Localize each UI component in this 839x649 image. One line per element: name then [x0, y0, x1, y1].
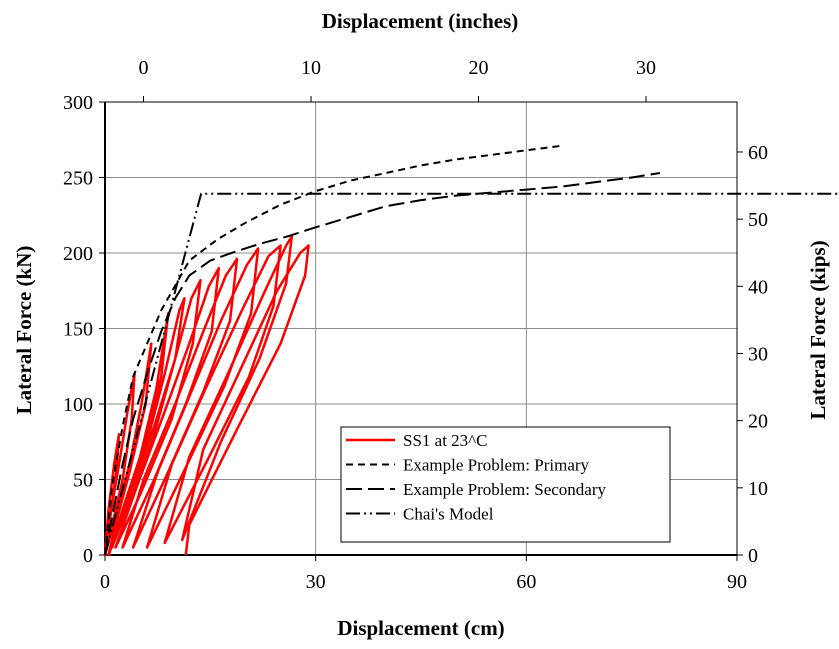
right-tick-label: 30	[748, 343, 768, 365]
left-tick-label: 200	[63, 243, 93, 265]
legend-label: Chai's Model	[403, 505, 494, 524]
top-axis-title: Displacement (inches)	[322, 9, 519, 33]
right-tick-label: 40	[748, 276, 768, 298]
top-tick-label: 30	[636, 57, 656, 79]
right-tick-label: 20	[748, 411, 768, 433]
series-line-1	[103, 235, 310, 557]
series-line-2	[104, 144, 562, 556]
bottom-tick-label: 30	[306, 571, 326, 593]
bottom-tick-label: 90	[727, 571, 747, 593]
top-tick-label: 20	[469, 57, 489, 79]
bottom-tick-label: 60	[516, 571, 536, 593]
legend-label: Example Problem: Primary	[403, 456, 590, 475]
right-tick-label: 0	[748, 545, 758, 567]
left-tick-label: 300	[63, 92, 93, 114]
left-tick-label: 250	[63, 168, 93, 190]
bottom-axis-title: Displacement (cm)	[337, 616, 504, 640]
series-line-3	[104, 172, 660, 556]
left-tick-label: 150	[63, 319, 93, 341]
left-tick-label: 0	[83, 545, 93, 567]
series-line-4	[104, 192, 839, 556]
right-tick-label: 50	[748, 209, 768, 231]
top-tick-label: 10	[301, 57, 321, 79]
right-axis-title: Lateral Force (kips)	[806, 240, 830, 419]
left-axis-title: Lateral Force (kN)	[12, 246, 36, 415]
bottom-tick-label: 0	[100, 571, 110, 593]
legend-box	[340, 426, 671, 543]
right-tick-label: 10	[748, 478, 768, 500]
left-tick-label: 100	[63, 394, 93, 416]
top-tick-label: 0	[139, 57, 149, 79]
legend-label: Example Problem: Secondary	[403, 480, 607, 499]
right-tick-label: 60	[748, 142, 768, 164]
left-tick-label: 50	[73, 470, 93, 492]
legend-label: SS1 at 23^C	[403, 431, 488, 450]
